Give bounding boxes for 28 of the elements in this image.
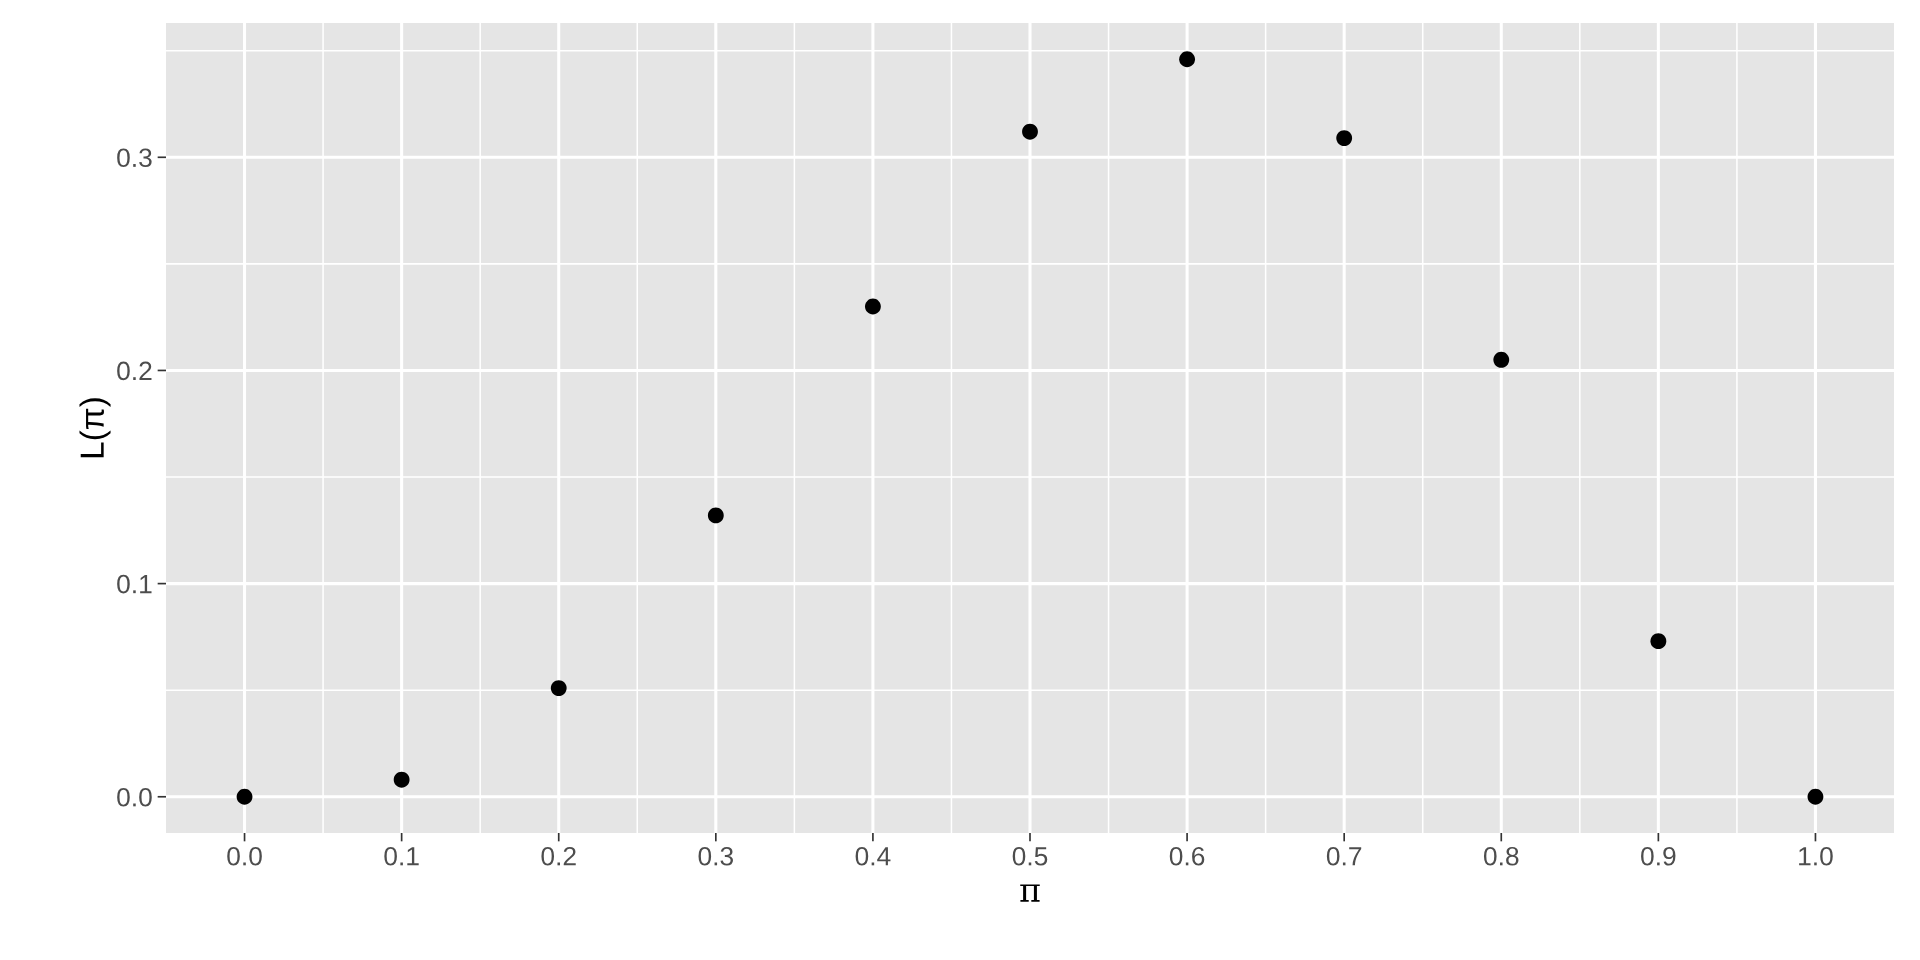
point xyxy=(1650,633,1667,650)
point xyxy=(1336,130,1353,147)
point xyxy=(1493,351,1510,368)
y-tick-label: 0.2 xyxy=(117,361,152,381)
point xyxy=(393,771,410,788)
point xyxy=(707,507,724,524)
point xyxy=(1807,788,1824,805)
x-tick-label: 0.4 xyxy=(855,846,891,866)
x-tick-label: 0.0 xyxy=(227,846,262,866)
x-tick-label: 0.3 xyxy=(698,846,733,866)
x-tick-label: 0.8 xyxy=(1483,846,1519,866)
x-tick-label: 0.2 xyxy=(541,846,576,866)
x-tick-label: 0.1 xyxy=(384,846,419,866)
y-tick-label: 0.0 xyxy=(117,787,152,807)
point xyxy=(1022,123,1038,140)
point xyxy=(1179,51,1196,68)
x-tick-label: 0.9 xyxy=(1641,846,1676,866)
x-tick-label: 1.0 xyxy=(1799,846,1833,866)
point xyxy=(864,298,881,315)
x-axis-title: π xyxy=(1020,884,1040,902)
point xyxy=(550,680,567,696)
y-axis-title: L(π) xyxy=(79,398,111,458)
y-tick-label: 0.3 xyxy=(117,148,152,168)
point xyxy=(236,788,253,805)
x-tick-label: 0.7 xyxy=(1326,846,1362,866)
y-tick-label: 0.1 xyxy=(117,574,152,594)
x-tick-label: 0.5 xyxy=(1012,846,1048,866)
x-tick-label: 0.6 xyxy=(1169,846,1205,866)
